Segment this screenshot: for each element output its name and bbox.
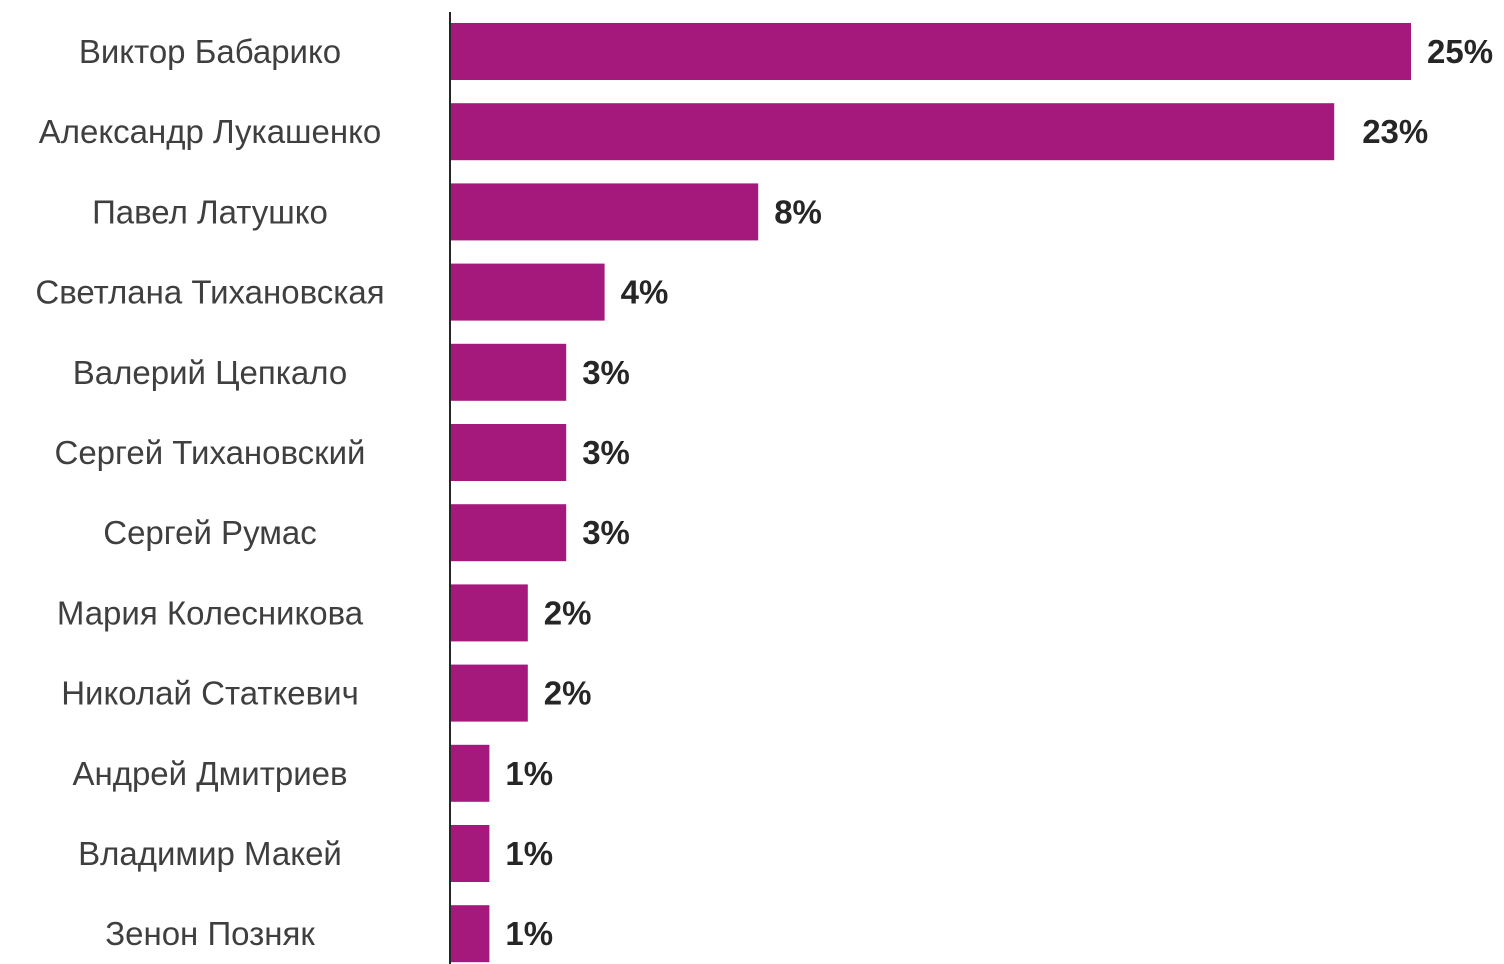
bar-8	[451, 584, 528, 642]
value-label-10: 1%	[505, 755, 553, 792]
value-label-5: 3%	[582, 354, 630, 391]
category-label-3: Павел Латушко	[92, 193, 328, 230]
bar-12	[451, 905, 490, 963]
value-label-3: 8%	[774, 193, 822, 230]
bar-5	[451, 343, 567, 401]
bar-7	[451, 504, 567, 562]
value-label-2: 23%	[1362, 113, 1428, 150]
category-label-12: Зенон Позняк	[105, 915, 315, 952]
category-label-6: Сергей Тихановский	[55, 434, 366, 471]
bar-9	[451, 664, 528, 722]
value-label-8: 2%	[544, 594, 592, 631]
bar-3	[451, 183, 759, 241]
category-label-5: Валерий Цепкало	[73, 354, 348, 391]
value-labels-group: 25% 23% 8% 4% 3% 3% 3% 2% 2% 1% 1% 1%	[505, 33, 1493, 952]
category-label-10: Андрей Дмитриев	[72, 755, 347, 792]
category-label-8: Мария Колесникова	[57, 594, 364, 631]
value-label-4: 4%	[621, 274, 669, 311]
category-label-2: Александр Лукашенко	[39, 113, 382, 150]
category-label-4: Светлана Тихановская	[35, 274, 384, 311]
bar-11	[451, 825, 490, 882]
category-labels-group: Виктор Бабарико Александр Лукашенко Павел …	[35, 33, 384, 952]
value-label-12: 1%	[505, 915, 553, 952]
bar-6	[451, 424, 567, 481]
value-label-11: 1%	[505, 835, 553, 872]
category-label-7: Сергей Румас	[103, 514, 317, 551]
bars-group	[451, 23, 1411, 963]
category-label-9: Николай Статкевич	[61, 675, 359, 712]
value-label-7: 3%	[582, 514, 630, 551]
value-label-1: 25%	[1427, 33, 1493, 70]
value-label-6: 3%	[582, 434, 630, 471]
bar-1	[451, 23, 1411, 80]
value-label-9: 2%	[544, 675, 592, 712]
bar-4	[451, 263, 605, 321]
bar-2	[451, 103, 1335, 161]
category-label-11: Владимир Макей	[78, 835, 342, 872]
bar-10	[451, 744, 490, 802]
category-label-1: Виктор Бабарико	[79, 33, 341, 70]
